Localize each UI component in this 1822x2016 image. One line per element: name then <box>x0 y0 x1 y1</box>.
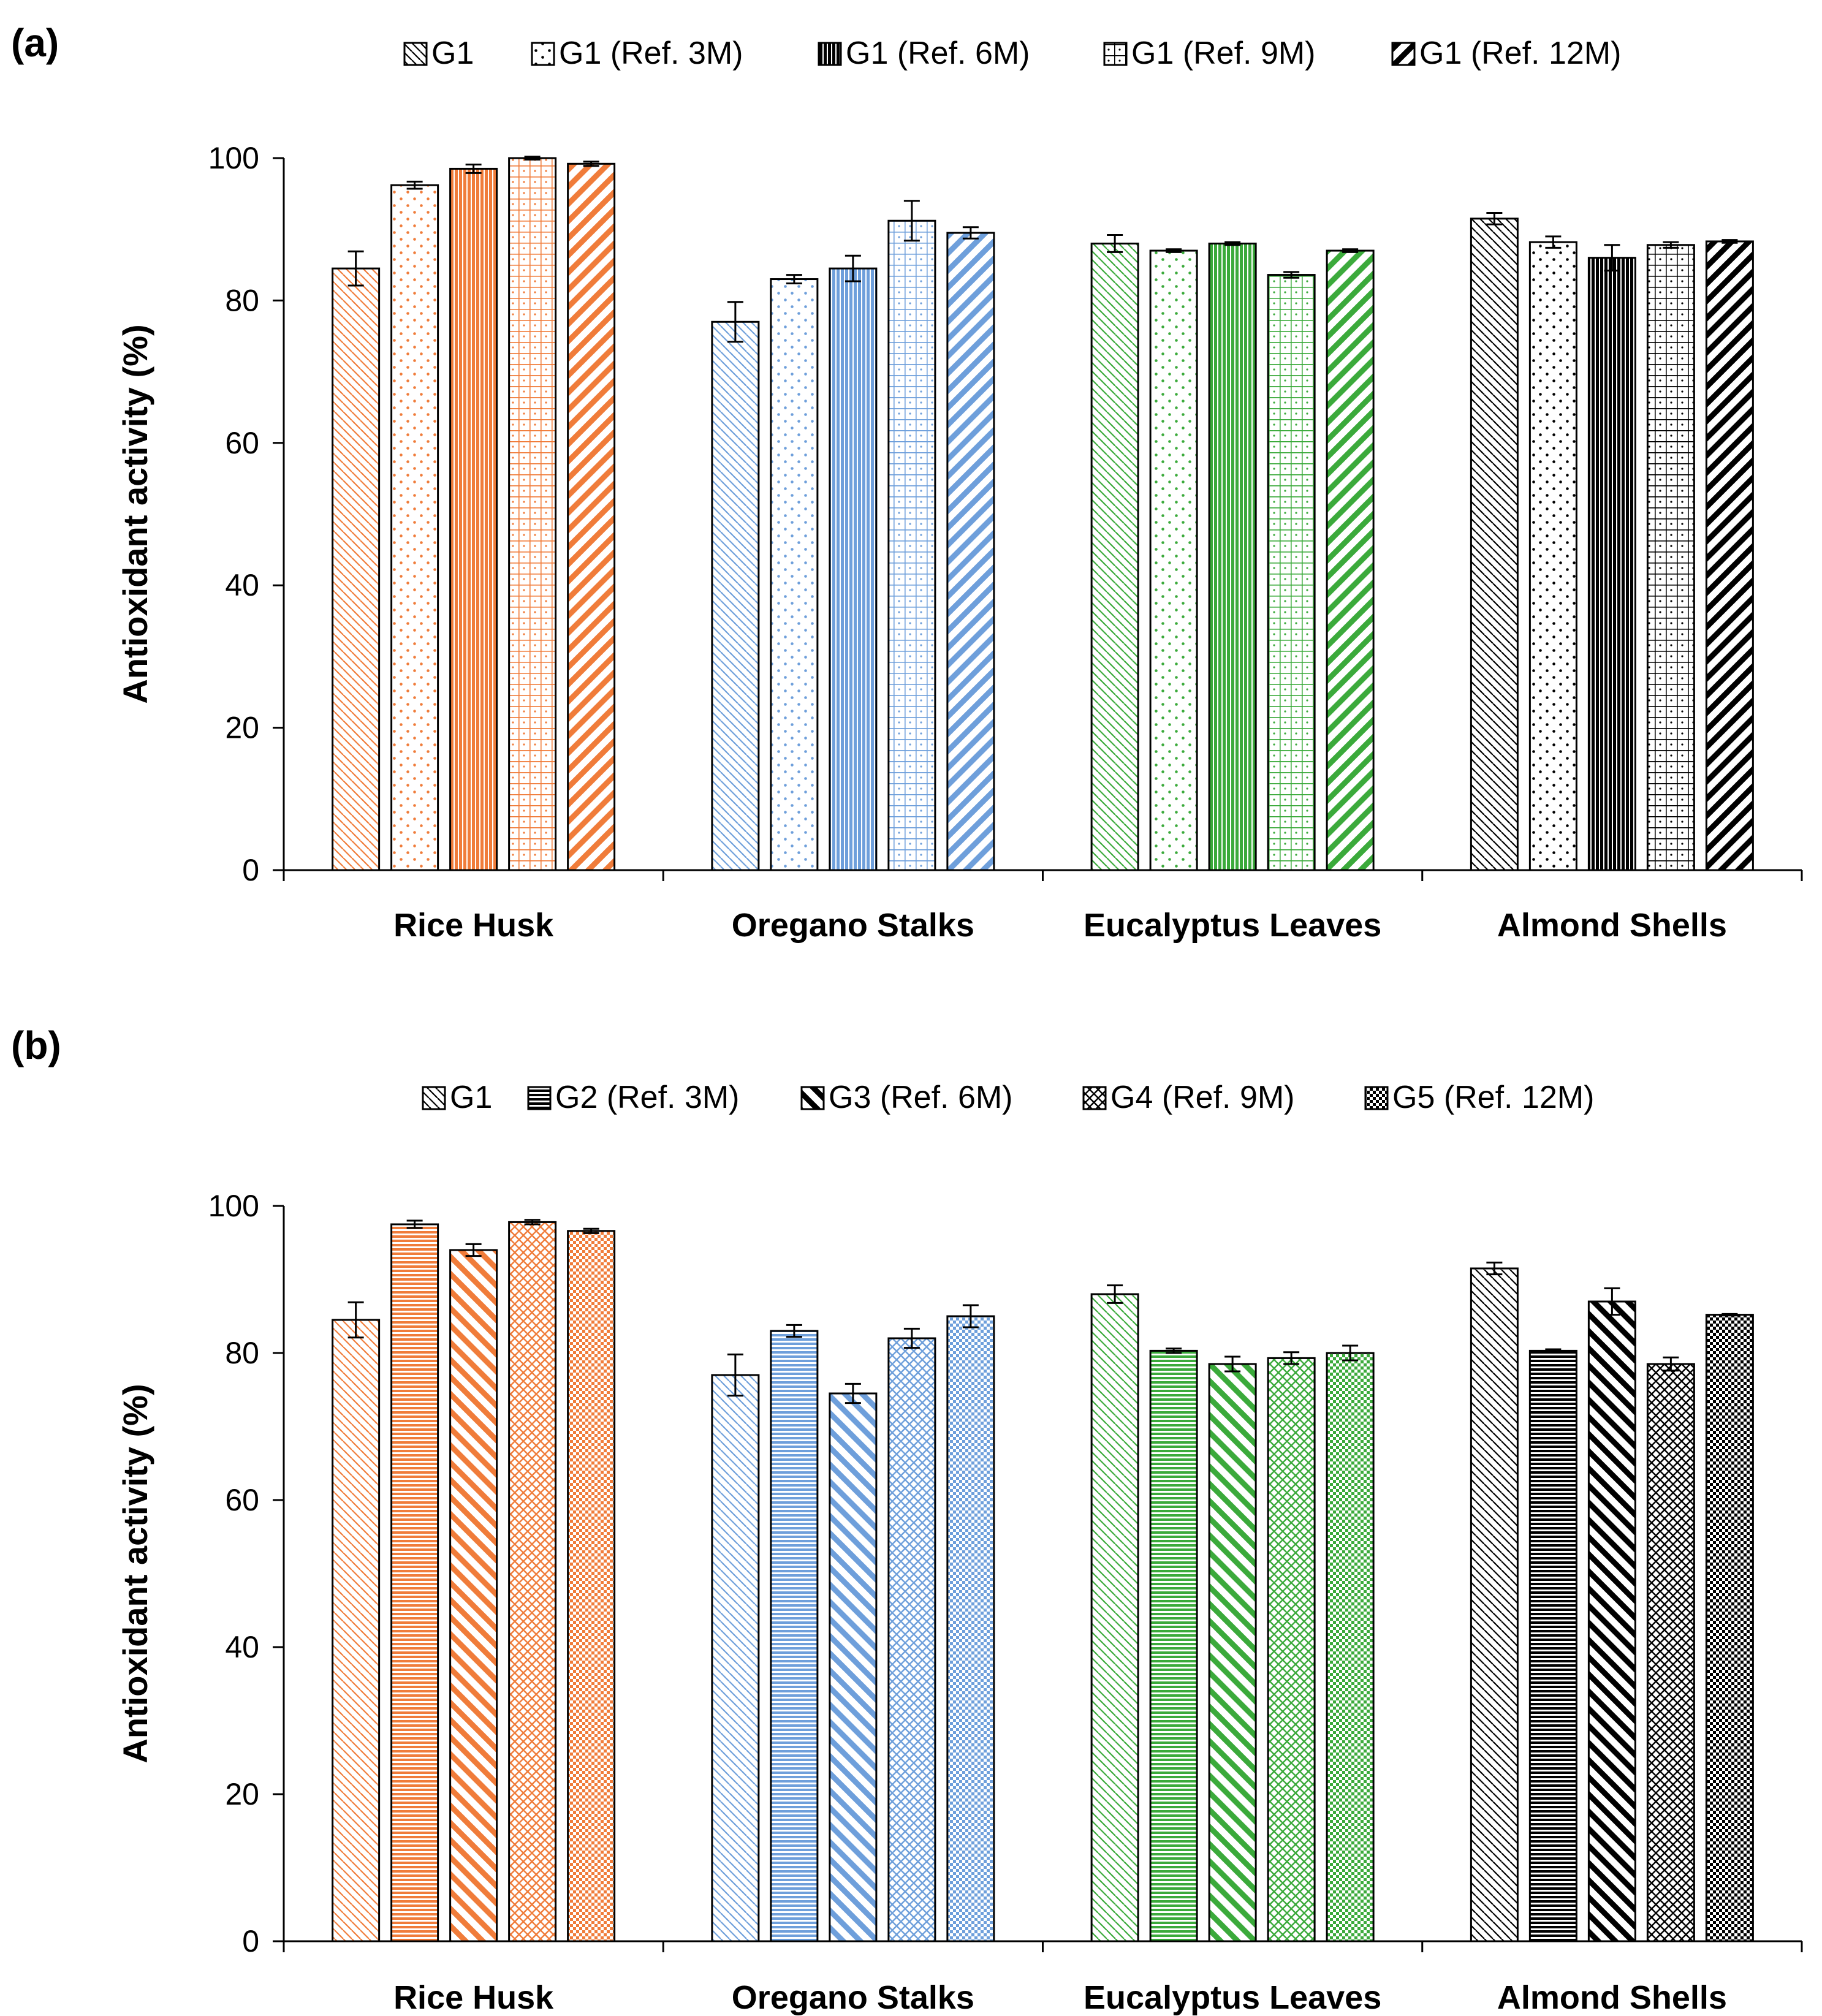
category-label: Eucalyptus Leaves <box>1084 907 1381 944</box>
bar <box>1528 1349 1577 1942</box>
bar <box>1208 242 1257 871</box>
panel-a: (a) G1 G1 (Ref. 3M) G1 (Ref. 6M) G1 (Ref. 9M… <box>11 21 1803 944</box>
legend-entry: G1 (Ref. 12M) <box>1419 36 1621 71</box>
y-tick-label: 80 <box>225 1336 259 1370</box>
category-label: Rice Husk <box>393 1979 554 2016</box>
bar <box>1470 1267 1519 1942</box>
category-label: Oregano Stalks <box>732 1979 974 2016</box>
bar <box>449 167 498 871</box>
bar <box>711 1374 760 1942</box>
bar <box>887 219 936 871</box>
panel-b: (b) G1 G2 (Ref. 3M) G3 (Ref. 6M) G4 (Ref. 9M… <box>11 1023 1803 2016</box>
bar <box>1705 1314 1754 1942</box>
panel-label: (b) <box>11 1023 61 1067</box>
bar <box>829 1392 878 1942</box>
legend-swatch <box>1082 1086 1107 1110</box>
bar <box>1646 1363 1695 1942</box>
y-tick-label: 100 <box>208 1189 259 1223</box>
bar <box>1470 218 1519 871</box>
bar <box>508 1221 557 1942</box>
category-label: Almond Shells <box>1497 907 1727 944</box>
legend-entry: G4 (Ref. 9M) <box>1110 1080 1295 1115</box>
bar <box>449 1249 498 1942</box>
legend-entry: G1 (Ref. 6M) <box>846 36 1030 71</box>
bar <box>1705 240 1754 871</box>
legend-swatch <box>403 42 428 66</box>
bar <box>770 1330 819 1942</box>
y-tick-label: 0 <box>242 1924 259 1958</box>
legend-entry: G1 <box>450 1080 492 1115</box>
y-tick-label: 20 <box>225 1777 259 1811</box>
legend-entry: G3 (Ref. 6M) <box>829 1080 1013 1115</box>
legend-entry: G5 (Ref. 12M) <box>1392 1080 1594 1115</box>
legend-entry: G2 (Ref. 3M) <box>555 1080 740 1115</box>
legend-swatch <box>1391 42 1416 66</box>
category-label: Rice Husk <box>393 907 554 944</box>
bar <box>508 157 557 871</box>
y-axis-title: Antioxidant activity (%) <box>116 1384 154 1763</box>
bar <box>567 1230 616 1942</box>
legend-swatch <box>800 1086 825 1110</box>
y-tick-label: 0 <box>242 853 259 887</box>
y-tick-label: 60 <box>225 426 259 460</box>
bar <box>1587 1300 1636 1942</box>
bar <box>1090 242 1139 871</box>
bar <box>1587 257 1636 871</box>
legend-swatch <box>1364 1086 1389 1110</box>
bar <box>1149 1349 1198 1942</box>
bar <box>1326 249 1375 871</box>
legend-entry: G1 (Ref. 9M) <box>1131 36 1316 71</box>
bar <box>711 320 760 871</box>
bar <box>829 267 878 871</box>
bar <box>390 1223 439 1942</box>
y-tick-label: 40 <box>225 1630 259 1664</box>
bar <box>390 184 439 871</box>
bar <box>1208 1363 1257 1942</box>
bar <box>332 1319 381 1942</box>
panel-label: (a) <box>11 21 59 65</box>
y-tick-label: 100 <box>208 141 259 175</box>
bar <box>1267 1357 1316 1942</box>
legend-entry: G1 <box>431 36 474 71</box>
y-tick-label: 40 <box>225 568 259 602</box>
legend-swatch <box>818 42 842 66</box>
legend-swatch <box>531 42 555 66</box>
legend-swatch <box>527 1086 552 1110</box>
category-label: Almond Shells <box>1497 1979 1727 2016</box>
bar <box>332 267 381 871</box>
y-tick-label: 80 <box>225 283 259 317</box>
bar <box>1267 274 1316 871</box>
category-label: Oregano Stalks <box>732 907 974 944</box>
y-tick-label: 60 <box>225 1483 259 1517</box>
legend-entry: G1 (Ref. 3M) <box>559 36 743 71</box>
category-label: Eucalyptus Leaves <box>1084 1979 1381 2016</box>
bar <box>1149 249 1198 871</box>
bar <box>1528 241 1577 871</box>
y-axis-title: Antioxidant activity (%) <box>116 324 154 703</box>
y-tick-label: 20 <box>225 711 259 745</box>
bar <box>946 232 995 871</box>
bar <box>887 1337 936 1942</box>
legend-swatch <box>422 1086 446 1110</box>
bar <box>770 278 819 871</box>
bar <box>1090 1293 1139 1942</box>
bar <box>1646 244 1695 871</box>
bar <box>946 1315 995 1942</box>
legend-swatch <box>1103 42 1128 66</box>
bar <box>1326 1352 1375 1942</box>
bar <box>567 162 616 871</box>
